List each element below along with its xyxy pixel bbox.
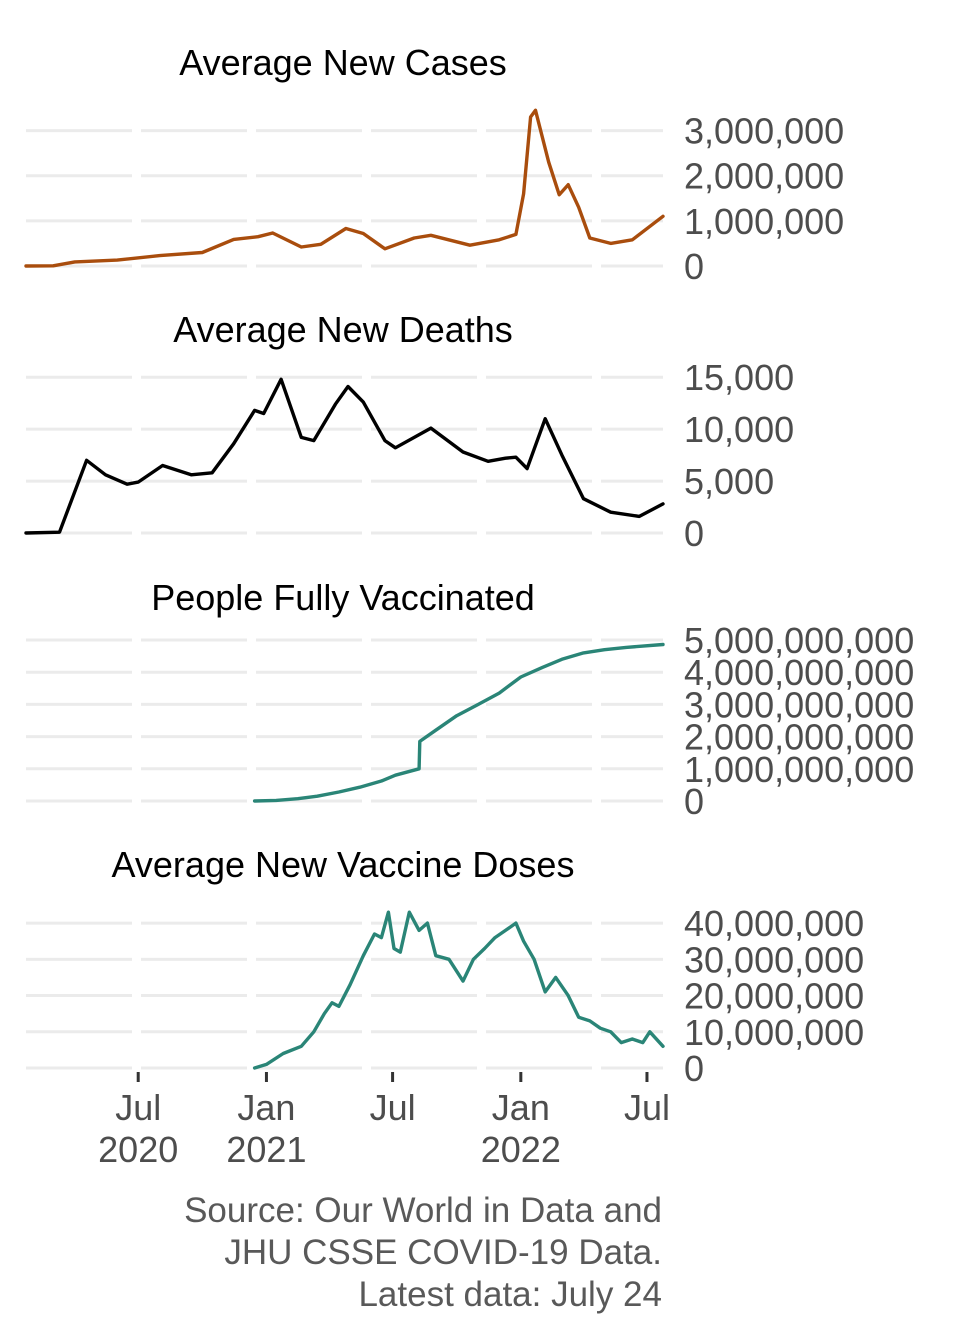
x-tick-year-label: 2021 <box>226 1129 306 1170</box>
series-line <box>24 377 665 535</box>
x-tick-label: Jul <box>115 1087 161 1128</box>
panel-title: Average New Cases <box>179 42 507 83</box>
y-tick-label: 5,000 <box>684 461 774 502</box>
series-line <box>252 910 665 1070</box>
caption-line-2: JHU CSSE COVID-19 Data. <box>224 1233 662 1272</box>
y-tick-label: 3,000,000,000 <box>684 684 914 725</box>
panel-4: 010,000,00020,000,00030,000,00040,000,00… <box>26 844 864 1089</box>
y-tick-label: 0 <box>684 781 704 822</box>
y-tick-label: 0 <box>684 513 704 554</box>
x-tick-year-label: 2020 <box>98 1129 178 1170</box>
y-tick-label: 10,000,000 <box>684 1012 864 1053</box>
panel-title: People Fully Vaccinated <box>151 577 535 618</box>
x-tick-label: Jul <box>624 1087 670 1128</box>
y-tick-label: 3,000,000 <box>684 111 844 152</box>
y-tick-label: 4,000,000,000 <box>684 652 914 693</box>
panel-2: 0 5,000 10,000 15,000 Average New Deaths <box>24 309 794 554</box>
y-tick-label: 2,000,000,000 <box>684 717 914 758</box>
y-tick-label: 40,000,000 <box>684 903 864 944</box>
y-tick-label: 15,000 <box>684 357 794 398</box>
y-tick-label: 1,000,000 <box>684 201 844 242</box>
y-tick-label: 5,000,000,000 <box>684 620 914 661</box>
y-tick-label: 2,000,000 <box>684 156 844 197</box>
panel-3: 01,000,000,0002,000,000,0003,000,000,000… <box>26 577 914 822</box>
x-tick-label: Jan <box>237 1087 295 1128</box>
caption-line-1: Source: Our World in Data and <box>184 1191 662 1230</box>
panel-title: Average New Deaths <box>173 309 513 350</box>
x-tick-year-label: 2022 <box>481 1129 561 1170</box>
y-tick-label: 30,000,000 <box>684 939 864 980</box>
y-tick-label: 10,000 <box>684 409 794 450</box>
y-tick-label: 20,000,000 <box>684 976 864 1017</box>
y-tick-label: 0 <box>684 246 704 287</box>
y-tick-label: 1,000,000,000 <box>684 749 914 790</box>
series-line <box>252 642 665 803</box>
y-tick-label: 0 <box>684 1048 704 1089</box>
x-tick-label: Jan <box>492 1087 550 1128</box>
panel-title: Average New Vaccine Doses <box>112 844 575 885</box>
caption-line-3: Latest data: July 24 <box>358 1275 662 1314</box>
x-tick-label: Jul <box>370 1087 416 1128</box>
series-line <box>24 108 665 268</box>
